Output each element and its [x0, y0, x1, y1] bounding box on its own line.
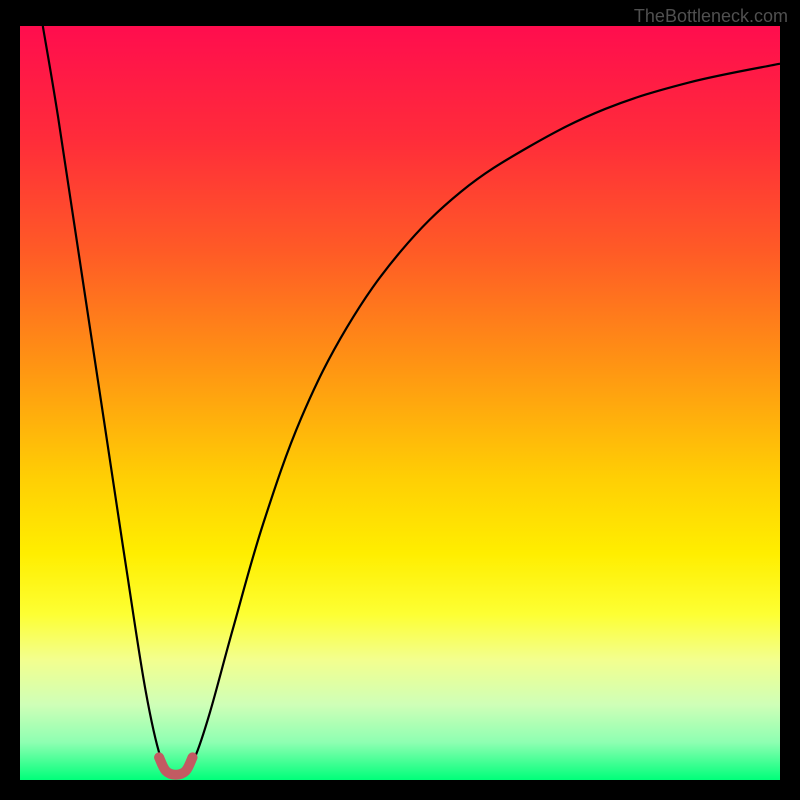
watermark-text: TheBottleneck.com — [634, 6, 788, 27]
bottleneck-chart: TheBottleneck.com — [0, 0, 800, 800]
plot-background — [20, 26, 780, 780]
chart-svg — [0, 0, 800, 800]
